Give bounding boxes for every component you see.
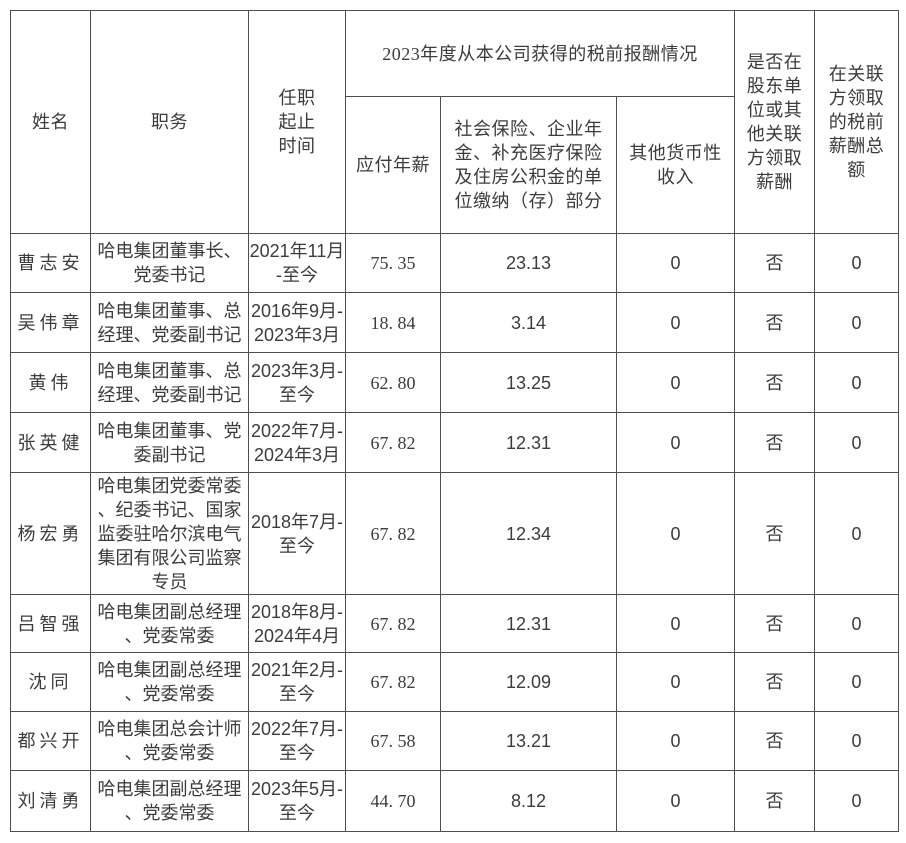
salary-cell: 62. 80: [345, 352, 441, 413]
header-term: 任职 起止 时间: [248, 10, 346, 234]
table-row: 刘清勇 哈电集团副总经理 、党委常委 2023年5月- 至今 44. 70 8.…: [10, 770, 899, 832]
salary-cell: 67. 82: [345, 412, 441, 473]
insurance-cell: 23.13: [440, 233, 617, 293]
header-row-group: 姓名 职务 任职 起止 时间 2023年度从本公司获得的税前报酬情况 是否在 股…: [10, 10, 899, 234]
other-income-cell: 0: [616, 594, 735, 653]
salary-cell: 67. 82: [345, 594, 441, 653]
related-flag-cell: 否: [734, 412, 815, 473]
other-income-cell: 0: [616, 652, 735, 712]
term-cell: 2022年7月- 至今: [248, 711, 346, 771]
related-total-cell: 0: [814, 292, 899, 353]
name-cell: 沈同: [10, 652, 91, 712]
related-total-cell: 0: [814, 770, 899, 832]
term-cell: 2021年11月 -至今: [248, 233, 346, 293]
term-cell: 2021年2月- 至今: [248, 652, 346, 712]
name-cell: 张英健: [10, 412, 91, 473]
insurance-cell: 8.12: [440, 770, 617, 832]
compensation-table: 姓名 职务 任职 起止 时间 2023年度从本公司获得的税前报酬情况 是否在 股…: [10, 10, 899, 832]
salary-cell: 44. 70: [345, 770, 441, 832]
insurance-cell: 13.21: [440, 711, 617, 771]
header-compensation-group: 2023年度从本公司获得的税前报酬情况: [345, 10, 735, 97]
other-income-cell: 0: [616, 770, 735, 832]
insurance-cell: 12.09: [440, 652, 617, 712]
insurance-cell: 12.34: [440, 472, 617, 595]
header-position: 职务: [90, 10, 249, 234]
table-row: 曹志安 哈电集团董事长、 党委书记 2021年11月 -至今 75. 35 23…: [10, 233, 899, 293]
table-row: 都兴开 哈电集团总会计师 、党委常委 2022年7月- 至今 67. 58 13…: [10, 711, 899, 771]
table-row: 沈同 哈电集团副总经理 、党委常委 2021年2月- 至今 67. 82 12.…: [10, 652, 899, 712]
term-cell: 2022年7月- 2024年3月: [248, 412, 346, 473]
header-annual-salary: 应付年薪: [345, 96, 441, 234]
term-cell: 2018年8月- 2024年4月: [248, 594, 346, 653]
insurance-cell: 13.25: [440, 352, 617, 413]
salary-cell: 18. 84: [345, 292, 441, 353]
related-flag-cell: 否: [734, 352, 815, 413]
related-total-cell: 0: [814, 711, 899, 771]
table-row: 吕智强 哈电集团副总经理 、党委常委 2018年8月- 2024年4月 67. …: [10, 594, 899, 653]
header-other-income: 其他货币性 收入: [616, 96, 735, 234]
related-total-cell: 0: [814, 472, 899, 595]
position-cell: 哈电集团党委常委 、纪委书记、国家 监委驻哈尔滨电气 集团有限公司监察 专员: [90, 472, 249, 595]
name-cell: 吕智强: [10, 594, 91, 653]
salary-cell: 75. 35: [345, 233, 441, 293]
other-income-cell: 0: [616, 412, 735, 473]
header-related-flag: 是否在 股东单 位或其 他关联 方领取 薪酬: [734, 10, 815, 234]
header-name: 姓名: [10, 10, 91, 234]
name-cell: 都兴开: [10, 711, 91, 771]
term-cell: 2018年7月- 至今: [248, 472, 346, 595]
related-flag-cell: 否: [734, 472, 815, 595]
related-flag-cell: 否: [734, 770, 815, 832]
header-row-sub: 应付年薪 社会保险、企业年 金、补充医疗保险 及住房公积金的单 位缴纳（存）部分…: [11, 96, 899, 234]
other-income-cell: 0: [616, 292, 735, 353]
term-cell: 2016年9月- 2023年3月: [248, 292, 346, 353]
related-flag-cell: 否: [734, 233, 815, 293]
related-flag-cell: 否: [734, 292, 815, 353]
position-cell: 哈电集团副总经理 、党委常委: [90, 652, 249, 712]
insurance-cell: 3.14: [440, 292, 617, 353]
related-flag-cell: 否: [734, 652, 815, 712]
salary-cell: 67. 82: [345, 472, 441, 595]
related-flag-cell: 否: [734, 594, 815, 653]
name-cell: 曹志安: [10, 233, 91, 293]
related-total-cell: 0: [814, 412, 899, 473]
salary-cell: 67. 82: [345, 652, 441, 712]
position-cell: 哈电集团副总经理 、党委常委: [90, 770, 249, 832]
insurance-cell: 12.31: [440, 412, 617, 473]
salary-cell: 67. 58: [345, 711, 441, 771]
header-related-total: 在关联 方领取 的税前 薪酬总 额: [814, 10, 899, 234]
other-income-cell: 0: [616, 711, 735, 771]
table-row: 张英健 哈电集团董事、党 委副书记 2022年7月- 2024年3月 67. 8…: [10, 412, 899, 473]
other-income-cell: 0: [616, 352, 735, 413]
table-row: 吴伟章 哈电集团董事、总 经理、党委副书记 2016年9月- 2023年3月 1…: [10, 292, 899, 353]
term-cell: 2023年3月- 至今: [248, 352, 346, 413]
related-total-cell: 0: [814, 352, 899, 413]
other-income-cell: 0: [616, 233, 735, 293]
table-row: 黄伟 哈电集团董事、总 经理、党委副书记 2023年3月- 至今 62. 80 …: [10, 352, 899, 413]
position-cell: 哈电集团董事、总 经理、党委副书记: [90, 352, 249, 413]
name-cell: 吴伟章: [10, 292, 91, 353]
related-total-cell: 0: [814, 594, 899, 653]
name-cell: 刘清勇: [10, 770, 91, 832]
table-row: 杨宏勇 哈电集团党委常委 、纪委书记、国家 监委驻哈尔滨电气 集团有限公司监察 …: [10, 472, 899, 595]
position-cell: 哈电集团董事、总 经理、党委副书记: [90, 292, 249, 353]
related-total-cell: 0: [814, 233, 899, 293]
position-cell: 哈电集团董事、党 委副书记: [90, 412, 249, 473]
insurance-cell: 12.31: [440, 594, 617, 653]
term-cell: 2023年5月- 至今: [248, 770, 346, 832]
name-cell: 黄伟: [10, 352, 91, 413]
position-cell: 哈电集团总会计师 、党委常委: [90, 711, 249, 771]
related-flag-cell: 否: [734, 711, 815, 771]
position-cell: 哈电集团副总经理 、党委常委: [90, 594, 249, 653]
name-cell: 杨宏勇: [10, 472, 91, 595]
position-cell: 哈电集团董事长、 党委书记: [90, 233, 249, 293]
other-income-cell: 0: [616, 472, 735, 595]
header-social-insurance: 社会保险、企业年 金、补充医疗保险 及住房公积金的单 位缴纳（存）部分: [440, 96, 617, 234]
related-total-cell: 0: [814, 652, 899, 712]
